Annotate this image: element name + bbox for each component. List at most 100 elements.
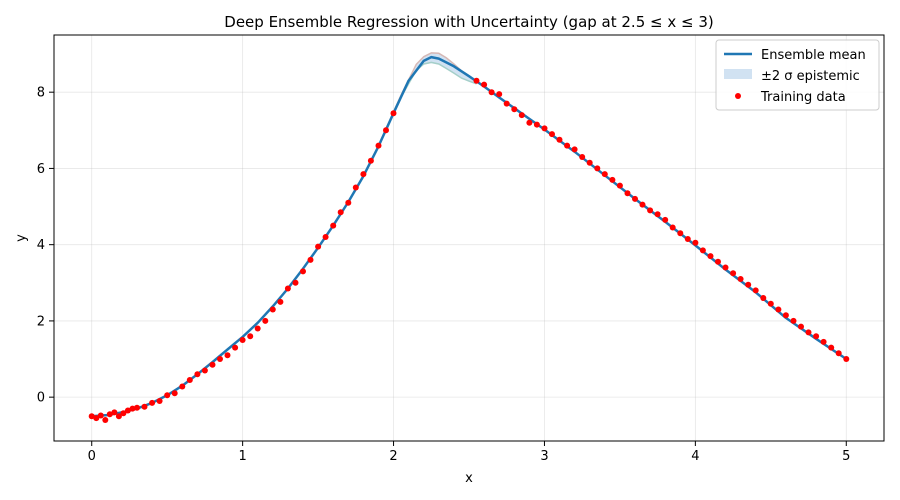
training-point xyxy=(481,81,488,88)
training-point xyxy=(367,157,374,164)
training-point xyxy=(217,356,223,362)
training-point xyxy=(93,415,100,422)
training-point xyxy=(88,413,95,420)
training-point xyxy=(503,100,510,107)
training-point xyxy=(511,106,518,113)
training-point xyxy=(254,325,261,332)
training-point xyxy=(533,121,540,128)
training-point xyxy=(186,377,193,383)
training-point xyxy=(360,171,367,178)
training-point xyxy=(594,165,601,172)
training-point xyxy=(383,127,389,134)
training-point xyxy=(315,243,322,250)
chart-title: Deep Ensemble Regression with Uncertaint… xyxy=(224,13,713,31)
ticks: 0 1 2 3 4 5 0 2 4 6 8 xyxy=(37,86,851,464)
training-point xyxy=(707,253,714,260)
training-point xyxy=(164,392,171,399)
training-point xyxy=(300,268,306,275)
training-point xyxy=(715,258,721,265)
legend-swatch-band xyxy=(724,69,752,79)
training-point xyxy=(307,256,314,263)
training-point xyxy=(669,224,676,231)
training-point xyxy=(239,337,246,343)
training-point xyxy=(805,329,812,336)
training-point xyxy=(496,91,503,98)
training-point xyxy=(722,264,729,271)
training-point xyxy=(571,146,578,153)
legend-swatch-points xyxy=(735,93,741,99)
training-point xyxy=(647,207,654,214)
training-point xyxy=(97,412,104,419)
y-tick-label: 6 xyxy=(37,162,45,177)
training-point xyxy=(322,234,329,240)
plot-area xyxy=(88,52,850,423)
training-point xyxy=(375,142,382,149)
training-point xyxy=(760,295,767,301)
legend: Ensemble mean ±2 σ epistemic Training da… xyxy=(715,39,880,111)
plot-frame xyxy=(53,34,885,442)
training-point xyxy=(820,338,827,345)
training-point xyxy=(677,230,684,237)
training-point xyxy=(586,159,593,166)
ensemble-mean-line xyxy=(91,55,847,418)
training-point xyxy=(632,195,638,202)
training-point xyxy=(102,417,109,423)
legend-label-points: Training data xyxy=(760,90,846,105)
training-point xyxy=(106,411,113,418)
training-point xyxy=(609,176,616,183)
training-point xyxy=(194,371,201,378)
training-point xyxy=(262,317,269,324)
training-point xyxy=(654,211,661,218)
y-tick-label: 2 xyxy=(37,314,45,329)
training-point xyxy=(171,390,178,397)
uncertainty-band xyxy=(386,52,477,131)
training-point xyxy=(337,209,344,216)
training-point xyxy=(745,281,752,288)
training-point xyxy=(798,323,804,330)
x-tick-label: 5 xyxy=(842,449,850,464)
y-tick-label: 8 xyxy=(37,86,45,101)
training-point xyxy=(345,199,352,206)
training-point xyxy=(564,142,571,149)
training-point xyxy=(179,383,186,390)
x-tick-label: 0 xyxy=(88,449,96,464)
x-tick-label: 2 xyxy=(389,449,397,464)
legend-label-mean: Ensemble mean xyxy=(761,48,866,63)
training-point xyxy=(835,350,842,357)
training-point xyxy=(141,403,148,410)
training-point xyxy=(518,112,525,119)
training-point xyxy=(737,276,744,282)
training-point xyxy=(782,312,789,319)
x-axis-label: x xyxy=(465,471,473,486)
training-point xyxy=(115,413,122,420)
training-point xyxy=(767,300,774,307)
training-point xyxy=(662,216,669,223)
training-point xyxy=(579,154,586,160)
x-tick-label: 1 xyxy=(238,449,246,464)
training-point xyxy=(616,182,623,189)
legend-label-band: ±2 σ epistemic xyxy=(761,69,860,84)
training-point xyxy=(473,77,480,84)
training-point xyxy=(828,344,835,351)
legend-frame xyxy=(715,39,880,111)
training-point xyxy=(284,285,291,292)
training-point xyxy=(209,361,216,368)
x-tick-label: 3 xyxy=(540,449,548,464)
training-point xyxy=(156,398,163,404)
training-point xyxy=(224,352,231,359)
y-tick-label: 0 xyxy=(37,391,45,406)
training-point xyxy=(624,190,631,197)
training-point xyxy=(269,306,276,313)
training-point xyxy=(390,110,397,117)
training-point xyxy=(699,247,706,254)
training-point xyxy=(775,306,782,313)
training-point xyxy=(639,201,646,208)
training-point xyxy=(134,404,140,411)
training-point xyxy=(120,410,127,417)
training-point xyxy=(330,222,337,229)
training-point xyxy=(549,131,555,138)
training-point xyxy=(843,356,850,362)
training-point xyxy=(526,119,533,126)
training-point xyxy=(292,279,299,286)
